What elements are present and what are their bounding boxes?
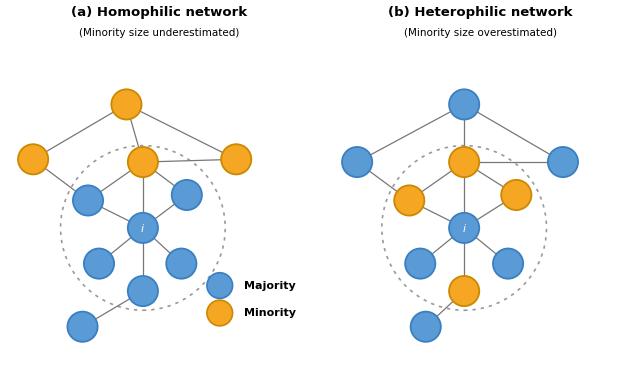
Circle shape xyxy=(84,248,114,279)
Circle shape xyxy=(394,185,424,215)
Text: $i$: $i$ xyxy=(461,222,467,234)
Circle shape xyxy=(73,185,103,215)
Circle shape xyxy=(128,147,158,177)
Text: Minority: Minority xyxy=(244,308,296,318)
Circle shape xyxy=(405,248,435,279)
Circle shape xyxy=(166,248,196,279)
Text: (Minority size overestimated): (Minority size overestimated) xyxy=(404,28,557,38)
Circle shape xyxy=(449,213,479,243)
Circle shape xyxy=(207,300,232,326)
Circle shape xyxy=(111,89,141,120)
Circle shape xyxy=(128,213,158,243)
Circle shape xyxy=(172,180,202,210)
Circle shape xyxy=(221,144,252,174)
Circle shape xyxy=(411,312,441,342)
Circle shape xyxy=(342,147,372,177)
Circle shape xyxy=(207,273,232,298)
Circle shape xyxy=(18,144,48,174)
Circle shape xyxy=(449,147,479,177)
Circle shape xyxy=(501,180,531,210)
Circle shape xyxy=(449,276,479,306)
Text: (b) Heterophilic network: (b) Heterophilic network xyxy=(388,6,573,19)
Circle shape xyxy=(449,89,479,120)
Circle shape xyxy=(493,248,523,279)
Text: Majority: Majority xyxy=(244,280,295,291)
Text: $i$: $i$ xyxy=(140,222,145,234)
Text: (a) Homophilic network: (a) Homophilic network xyxy=(71,6,248,19)
Circle shape xyxy=(548,147,578,177)
Circle shape xyxy=(128,276,158,306)
Circle shape xyxy=(67,312,98,342)
Text: (Minority size underestimated): (Minority size underestimated) xyxy=(79,28,239,38)
